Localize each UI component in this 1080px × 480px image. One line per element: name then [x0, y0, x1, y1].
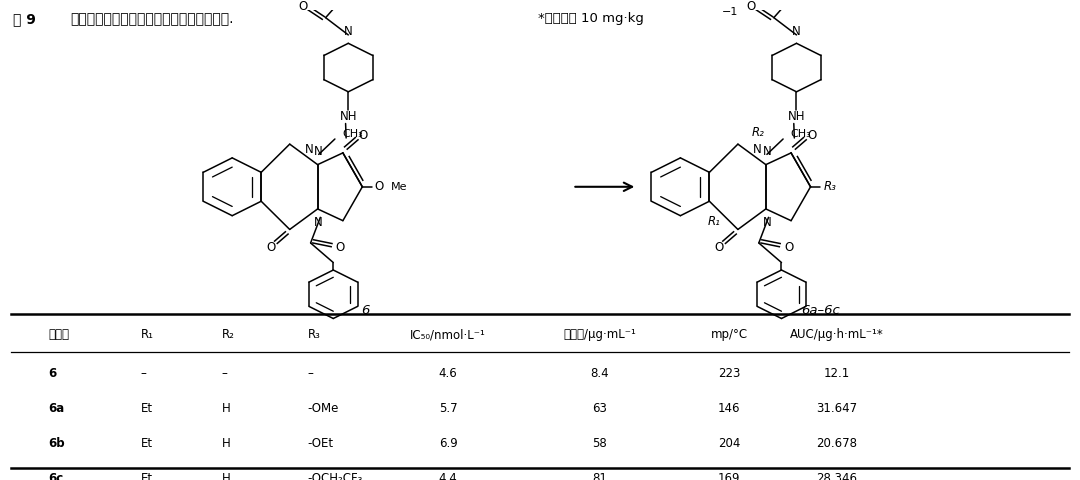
Text: -OCH₂CF₃: -OCH₂CF₃ [308, 472, 363, 480]
Text: 6: 6 [362, 304, 369, 317]
Text: NH: NH [787, 110, 806, 123]
Text: 化合物: 化合物 [49, 328, 69, 341]
Text: Et: Et [140, 437, 152, 450]
Text: R₁: R₁ [708, 216, 721, 228]
Text: 溶解度/μg·mL⁻¹: 溶解度/μg·mL⁻¹ [563, 328, 636, 341]
Text: 一类刺猬信号通路抑制剂的水溶性结构优化.: 一类刺猬信号通路抑制剂的水溶性结构优化. [70, 12, 233, 26]
Text: 4.4: 4.4 [438, 472, 458, 480]
Text: 4.6: 4.6 [438, 367, 458, 380]
Text: 6a: 6a [49, 402, 65, 415]
Text: 6c: 6c [49, 472, 64, 480]
Text: R₃: R₃ [308, 328, 321, 341]
Text: N: N [762, 144, 771, 157]
Text: O: O [336, 241, 345, 254]
Text: H: H [221, 472, 230, 480]
Text: 223: 223 [718, 367, 740, 380]
Text: 81: 81 [592, 472, 607, 480]
Text: N: N [343, 24, 353, 38]
Text: O: O [298, 0, 308, 12]
Text: 169: 169 [718, 472, 740, 480]
Text: 6a–6c: 6a–6c [801, 304, 840, 317]
Text: O: O [714, 240, 724, 253]
Text: H: H [221, 402, 230, 415]
Text: 表 9: 表 9 [13, 12, 36, 26]
Text: 58: 58 [592, 437, 607, 450]
Text: 20.678: 20.678 [816, 437, 858, 450]
Text: Et: Et [140, 402, 152, 415]
Text: R₂: R₂ [752, 126, 765, 139]
Text: N: N [314, 216, 323, 229]
Text: O: O [374, 180, 383, 193]
Text: 31.647: 31.647 [816, 402, 858, 415]
Text: O: O [359, 129, 368, 142]
Text: N: N [762, 216, 771, 229]
Text: 5.7: 5.7 [438, 402, 458, 415]
Text: 8.4: 8.4 [590, 367, 609, 380]
Text: Et: Et [140, 472, 152, 480]
Text: CH₃: CH₃ [342, 129, 363, 139]
Text: –: – [140, 367, 146, 380]
Text: –: – [221, 367, 227, 380]
Text: 146: 146 [718, 402, 740, 415]
Text: 28.346: 28.346 [816, 472, 858, 480]
Text: NH: NH [339, 110, 357, 123]
Text: O: O [746, 0, 756, 12]
Text: 204: 204 [718, 437, 740, 450]
Text: CH₃: CH₃ [791, 129, 811, 139]
Text: AUC/μg·h·mL⁻¹*: AUC/μg·h·mL⁻¹* [791, 328, 883, 341]
Text: mp/°C: mp/°C [711, 328, 747, 341]
Text: *小鼠口服 10 mg·kg: *小鼠口服 10 mg·kg [538, 12, 644, 25]
Text: −1: −1 [721, 7, 738, 17]
Text: 6b: 6b [49, 437, 65, 450]
Text: Me: Me [390, 182, 407, 192]
Text: –: – [308, 367, 313, 380]
Text: O: O [784, 241, 793, 254]
Text: H: H [221, 437, 230, 450]
Text: N: N [314, 144, 323, 157]
Text: -OMe: -OMe [308, 402, 339, 415]
Text: IC₅₀/nmol·L⁻¹: IC₅₀/nmol·L⁻¹ [410, 328, 486, 341]
Text: O: O [807, 129, 816, 142]
Text: O: O [266, 240, 275, 253]
Text: R₁: R₁ [140, 328, 153, 341]
Text: R₂: R₂ [221, 328, 234, 341]
Text: R₃: R₃ [824, 180, 837, 193]
Text: 63: 63 [592, 402, 607, 415]
Text: 12.1: 12.1 [824, 367, 850, 380]
Text: -OEt: -OEt [308, 437, 334, 450]
Text: 6: 6 [49, 367, 57, 380]
Text: 6.9: 6.9 [438, 437, 458, 450]
Text: N: N [792, 24, 801, 38]
Text: N: N [753, 143, 761, 156]
Text: N: N [305, 143, 313, 156]
